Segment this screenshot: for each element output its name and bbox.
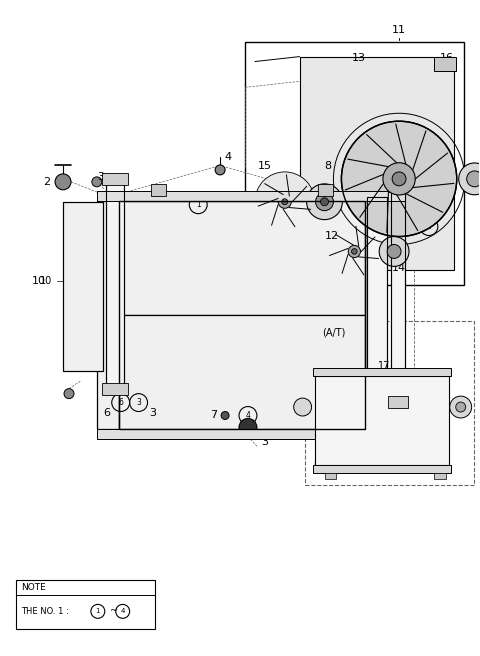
- Circle shape: [379, 237, 409, 266]
- Text: 15: 15: [258, 161, 272, 171]
- Bar: [312, 465, 451, 473]
- Text: 2: 2: [413, 172, 420, 182]
- Bar: [360, 193, 370, 201]
- Text: 9: 9: [351, 157, 358, 167]
- Circle shape: [92, 177, 102, 187]
- Bar: [434, 56, 456, 72]
- Text: 1: 1: [196, 200, 201, 209]
- Bar: [388, 180, 408, 192]
- Text: 1: 1: [96, 608, 100, 615]
- Circle shape: [278, 195, 291, 209]
- Bar: [106, 177, 124, 390]
- Bar: [360, 430, 370, 438]
- Bar: [63, 202, 103, 371]
- Circle shape: [215, 165, 225, 175]
- Bar: [151, 184, 167, 195]
- Text: THE NO. 1 :: THE NO. 1 :: [21, 607, 72, 616]
- Text: 14: 14: [392, 263, 406, 274]
- Circle shape: [450, 396, 472, 418]
- Bar: [324, 473, 336, 479]
- Circle shape: [64, 388, 74, 399]
- Circle shape: [348, 245, 360, 258]
- Circle shape: [55, 174, 71, 190]
- Text: 4: 4: [120, 608, 125, 615]
- Bar: [114, 193, 124, 201]
- Text: 10: 10: [32, 276, 46, 286]
- Bar: [119, 315, 365, 430]
- Circle shape: [239, 419, 257, 436]
- Text: 6: 6: [103, 407, 110, 417]
- Bar: [97, 430, 405, 440]
- Bar: [367, 197, 387, 390]
- Circle shape: [255, 172, 314, 232]
- Text: 4: 4: [225, 152, 232, 162]
- Circle shape: [351, 249, 357, 255]
- Bar: [245, 42, 464, 285]
- Circle shape: [294, 398, 312, 416]
- Text: 18: 18: [244, 432, 258, 442]
- Bar: [119, 201, 365, 315]
- Circle shape: [321, 197, 328, 206]
- Text: 13: 13: [352, 52, 366, 62]
- Text: 17: 17: [378, 361, 390, 371]
- Text: NOTE: NOTE: [21, 583, 46, 592]
- Text: 3: 3: [136, 398, 141, 407]
- Text: 3: 3: [149, 407, 156, 417]
- Circle shape: [456, 402, 466, 412]
- Text: 16: 16: [440, 52, 454, 62]
- Bar: [305, 321, 474, 485]
- Bar: [16, 579, 156, 629]
- Bar: [102, 382, 128, 395]
- Circle shape: [383, 163, 415, 195]
- Bar: [365, 201, 383, 430]
- Text: 4: 4: [245, 411, 251, 420]
- Circle shape: [459, 163, 480, 195]
- Bar: [314, 376, 449, 465]
- Circle shape: [282, 199, 288, 205]
- Bar: [97, 191, 405, 201]
- Text: 7: 7: [211, 411, 218, 420]
- Text: 10: 10: [40, 276, 52, 286]
- Bar: [97, 201, 119, 430]
- Circle shape: [315, 193, 334, 211]
- Bar: [367, 197, 387, 390]
- Circle shape: [326, 224, 382, 279]
- Circle shape: [307, 184, 342, 220]
- Text: 11: 11: [392, 25, 406, 35]
- Bar: [391, 187, 405, 401]
- Text: 2: 2: [44, 177, 51, 187]
- Text: 6: 6: [118, 398, 123, 407]
- Bar: [318, 184, 334, 195]
- Circle shape: [356, 179, 366, 189]
- Bar: [63, 202, 103, 371]
- Bar: [324, 376, 449, 455]
- Circle shape: [341, 121, 457, 237]
- Text: 3: 3: [261, 438, 268, 447]
- Text: 8: 8: [324, 161, 331, 171]
- Bar: [388, 396, 408, 407]
- Text: 5: 5: [413, 216, 420, 226]
- Circle shape: [392, 172, 406, 186]
- Text: (A/T): (A/T): [323, 328, 346, 338]
- Text: 12: 12: [324, 230, 338, 241]
- Text: 2: 2: [427, 222, 431, 231]
- Circle shape: [221, 411, 229, 419]
- Bar: [102, 173, 128, 185]
- Bar: [106, 177, 124, 390]
- Bar: [434, 473, 446, 479]
- Text: 3: 3: [97, 172, 104, 182]
- Circle shape: [387, 245, 401, 258]
- Text: ~: ~: [110, 606, 118, 617]
- Text: 3: 3: [347, 173, 354, 183]
- Circle shape: [467, 171, 480, 187]
- Bar: [300, 56, 454, 270]
- Bar: [119, 201, 365, 430]
- Bar: [114, 430, 124, 438]
- Circle shape: [391, 174, 407, 190]
- Bar: [391, 187, 405, 401]
- Bar: [312, 368, 451, 376]
